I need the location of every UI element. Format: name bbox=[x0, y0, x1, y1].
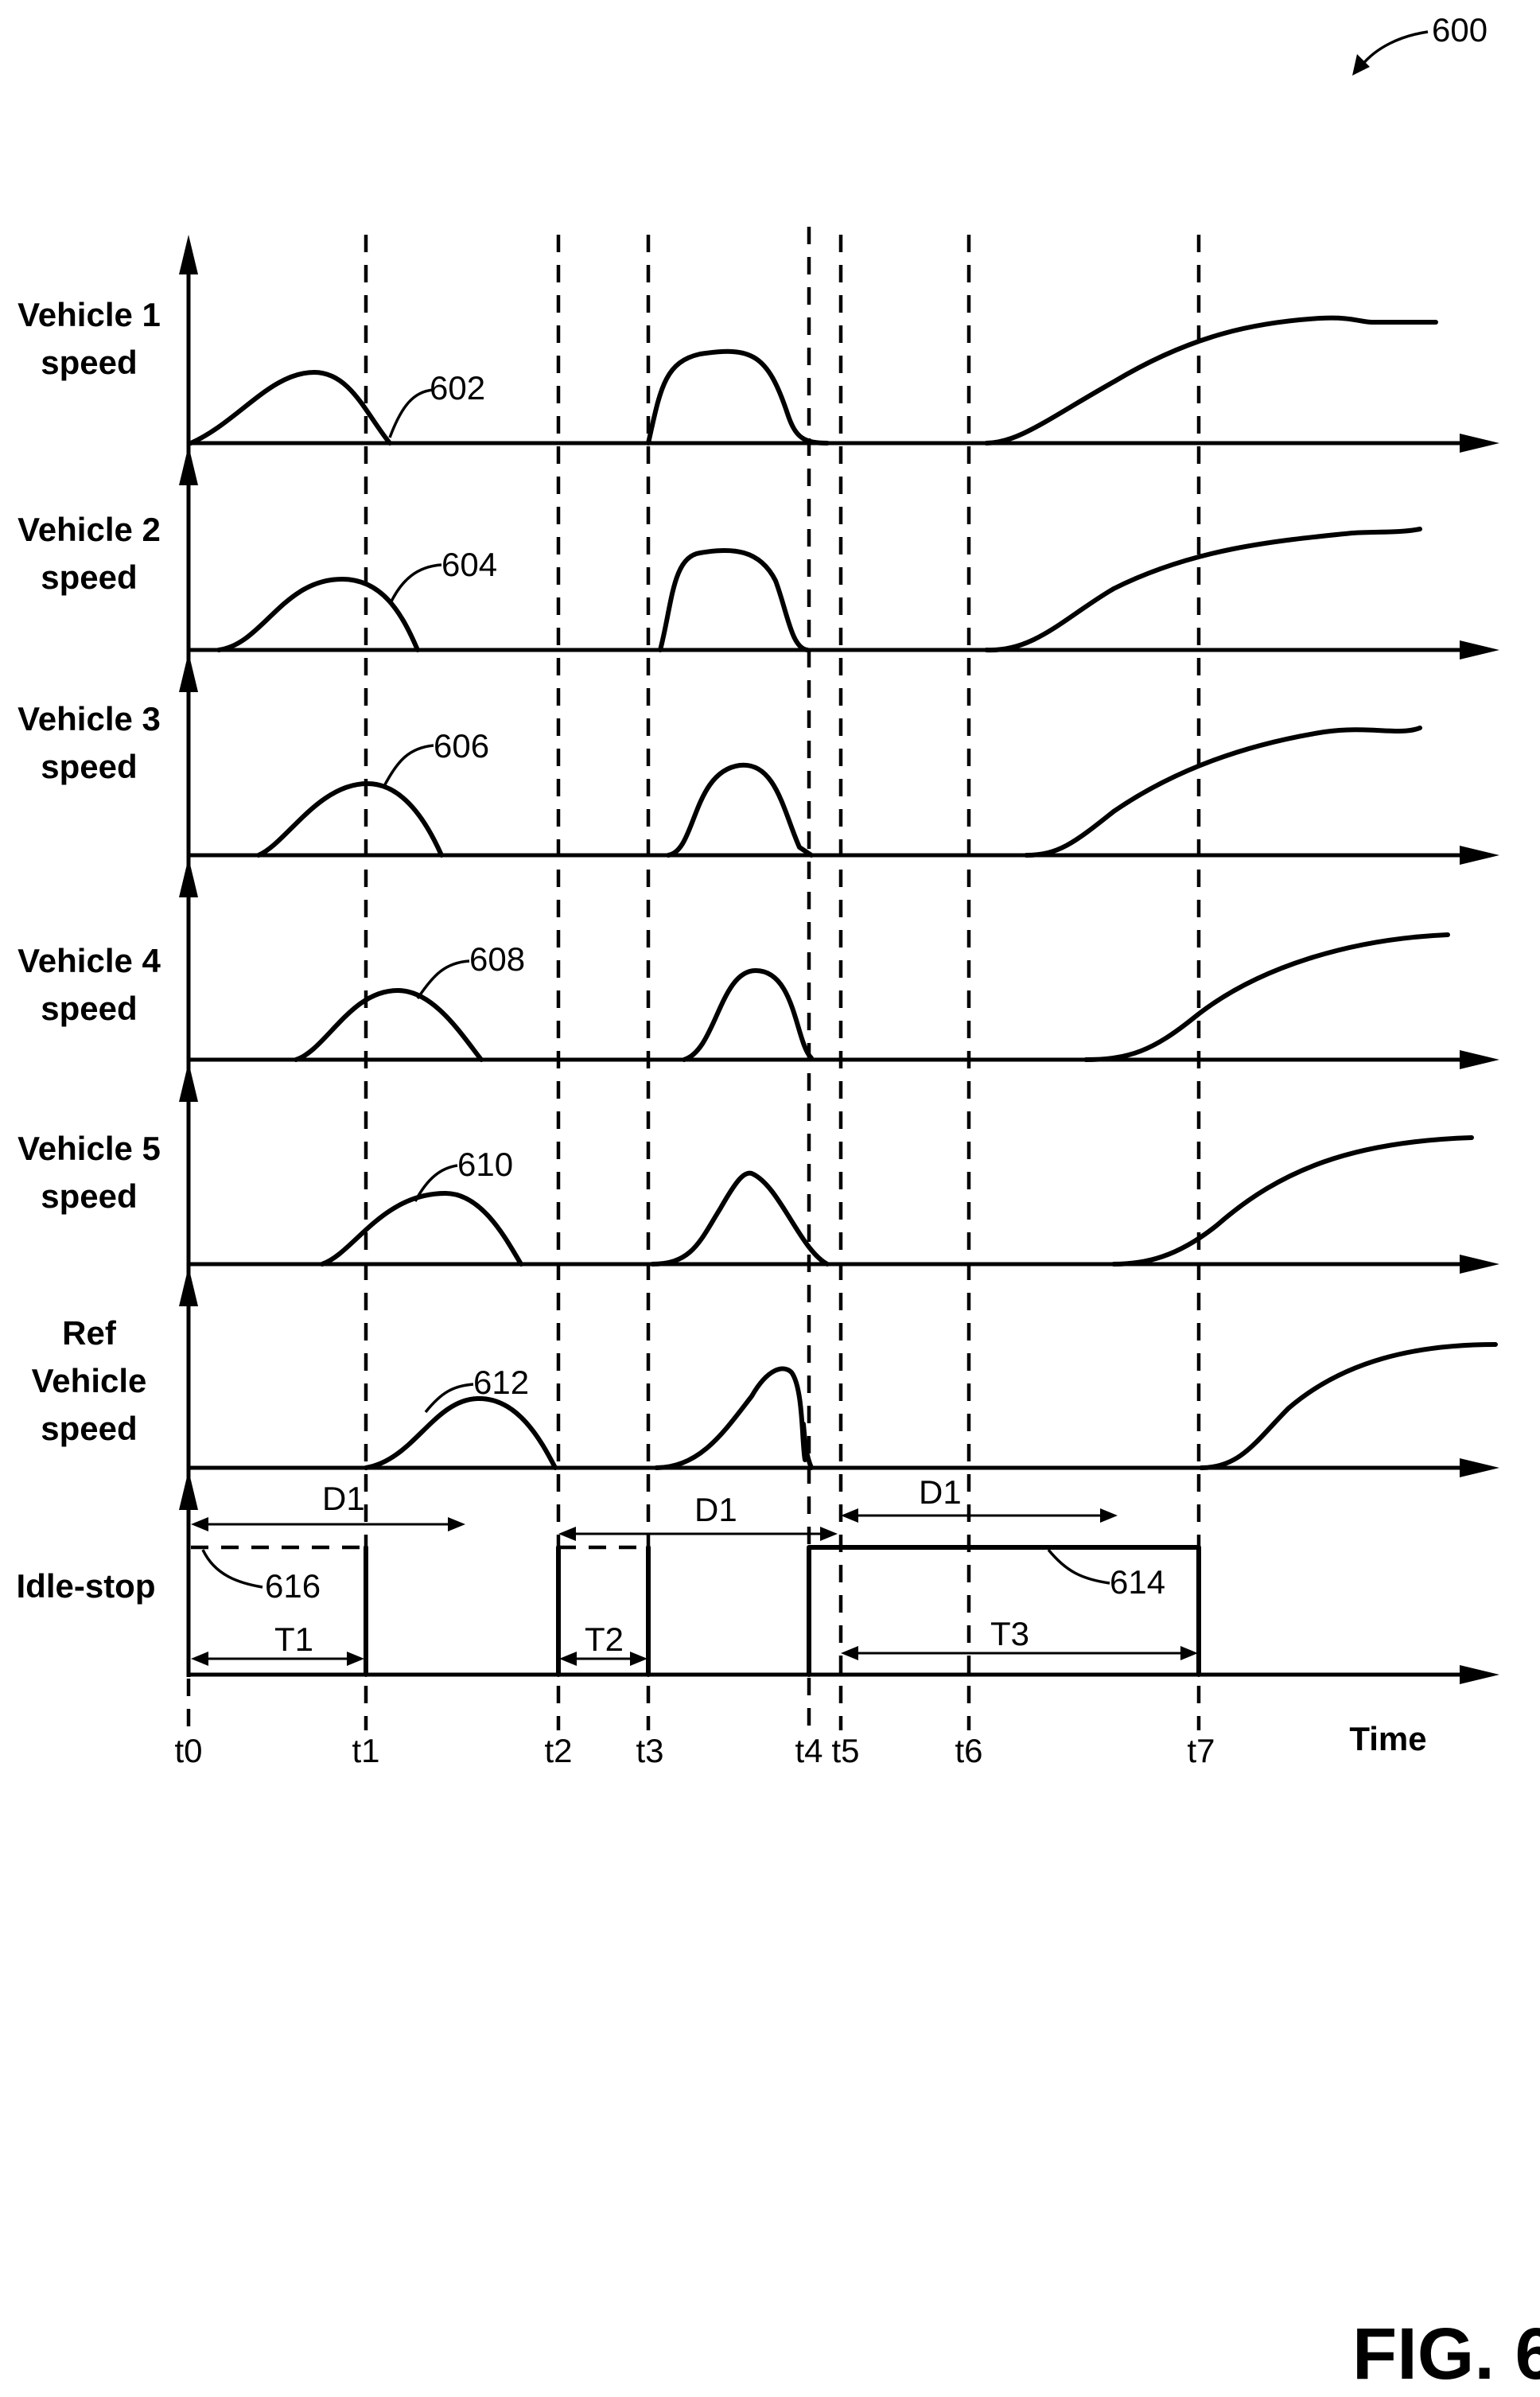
figure-label: FIG. 6 bbox=[1352, 2313, 1540, 2395]
y-axis-arrowhead-2 bbox=[179, 446, 198, 485]
ref-604: 604 bbox=[441, 546, 497, 583]
x-axes bbox=[189, 434, 1499, 1684]
tick-t4: t4 bbox=[795, 1732, 822, 1769]
vehicle-4-speed-label-line1: Vehicle 4 bbox=[18, 942, 161, 979]
vehicle-1-speed-label-line2: speed bbox=[41, 344, 137, 381]
tick-t5: t5 bbox=[831, 1732, 859, 1769]
t2-duration-label: T2 bbox=[585, 1621, 624, 1658]
time-axis-label: Time bbox=[1349, 1720, 1426, 1757]
tick-t2: t2 bbox=[544, 1732, 572, 1769]
vehicle-4-speed-curve: 608 bbox=[294, 932, 1450, 1062]
vehicle-2-speed-curve: 604 bbox=[216, 527, 1422, 653]
tick-t6: t6 bbox=[955, 1732, 982, 1769]
y-axis-arrowhead-4 bbox=[179, 858, 198, 897]
ref-614: 614 bbox=[1110, 1563, 1165, 1601]
ref-602: 602 bbox=[430, 369, 485, 407]
vehicle-3-speed-curve: 606 bbox=[256, 726, 1422, 858]
ref-vehicle-speed-curve: 612 bbox=[364, 1342, 1498, 1470]
tick-t3: t3 bbox=[636, 1732, 663, 1769]
panel-labels: Vehicle 1 speed Vehicle 2 speed Vehicle … bbox=[17, 296, 161, 1605]
idle-stop-signal: 616 614 bbox=[191, 1545, 1201, 1677]
idle-stop-label: Idle-stop bbox=[17, 1567, 156, 1605]
t1-duration-label: T1 bbox=[274, 1621, 313, 1658]
duration-dimensions: T1 T2 T3 bbox=[191, 1615, 1198, 1666]
vehicle-5-speed-curve: 610 bbox=[320, 1135, 1474, 1267]
vehicle-1-speed-label-line1: Vehicle 1 bbox=[18, 296, 161, 333]
tick-t7: t7 bbox=[1187, 1732, 1215, 1769]
idle-stop-solid-614 bbox=[807, 1545, 1201, 1677]
t3-duration-label: T3 bbox=[990, 1615, 1029, 1652]
time-tick-labels: t0 t1 t2 t3 t4 t5 t6 t7 Time bbox=[174, 1720, 1426, 1769]
vehicle-5-speed-label-line2: speed bbox=[41, 1177, 137, 1215]
ref-vehicle-speed-label-line3: speed bbox=[41, 1410, 137, 1447]
ref-612: 612 bbox=[473, 1364, 529, 1401]
ref-616: 616 bbox=[265, 1567, 321, 1605]
ref-606: 606 bbox=[434, 727, 489, 765]
ref-vehicle-speed-label-line2: Vehicle bbox=[32, 1362, 147, 1399]
y-axis-arrowhead-1 bbox=[179, 235, 198, 274]
y-axis-arrowhead-5 bbox=[179, 1062, 198, 1102]
tick-t1: t1 bbox=[352, 1732, 379, 1769]
distance-dimensions: D1 D1 D1 bbox=[191, 1473, 1118, 1541]
y-axis-arrowhead-7 bbox=[179, 1470, 198, 1510]
ref-608: 608 bbox=[469, 940, 525, 978]
d1-label-3: D1 bbox=[919, 1473, 962, 1511]
vehicle-4-speed-label-line2: speed bbox=[41, 990, 137, 1027]
vehicle-3-speed-label-line1: Vehicle 3 bbox=[18, 700, 161, 737]
d1-label-1: D1 bbox=[322, 1480, 365, 1517]
time-marker-lines bbox=[186, 227, 1201, 1730]
tick-t0: t0 bbox=[174, 1732, 202, 1769]
y-axis-arrowhead-6 bbox=[179, 1267, 198, 1306]
figure-ref-arrow bbox=[1360, 30, 1429, 67]
figure-ref-arrowhead bbox=[1352, 54, 1370, 76]
ref-vehicle-speed-label-line1: Ref bbox=[62, 1314, 117, 1352]
y-axes bbox=[179, 235, 198, 1677]
y-axis-arrowhead-3 bbox=[179, 652, 198, 692]
d1-label-2: D1 bbox=[694, 1491, 737, 1528]
vehicle-3-speed-label-line2: speed bbox=[41, 748, 137, 785]
vehicle-2-speed-label-line2: speed bbox=[41, 558, 137, 596]
ref-610: 610 bbox=[457, 1146, 513, 1183]
vehicle-2-speed-label-line1: Vehicle 2 bbox=[18, 511, 161, 548]
figure-ref-number: 600 bbox=[1432, 11, 1488, 49]
vehicle-1-speed-curve: 602 bbox=[189, 315, 1438, 446]
vehicle-5-speed-label-line1: Vehicle 5 bbox=[18, 1130, 161, 1167]
